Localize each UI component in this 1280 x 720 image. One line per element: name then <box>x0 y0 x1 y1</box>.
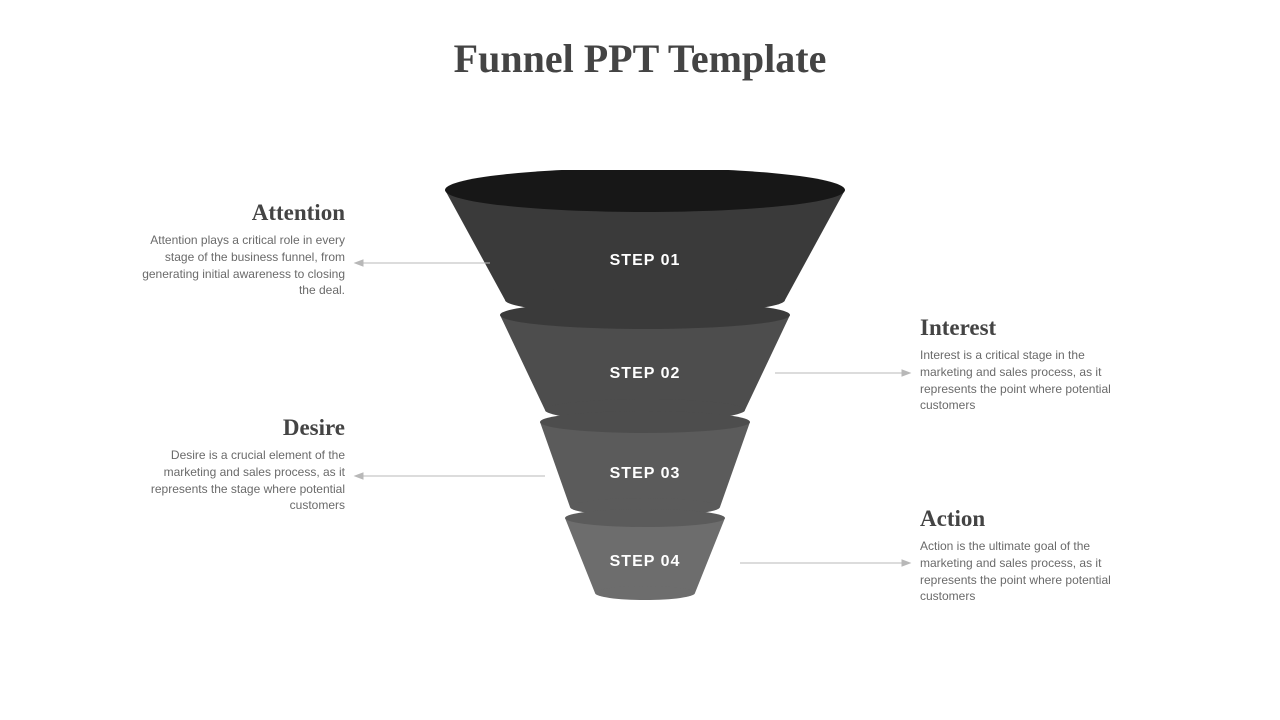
connector-1 <box>355 258 490 268</box>
callout-interest: Interest Interest is a critical stage in… <box>920 315 1130 414</box>
funnel-step-4 <box>565 509 725 600</box>
callout-desire: Desire Desire is a crucial element of th… <box>135 415 345 514</box>
page-title: Funnel PPT Template <box>0 35 1280 82</box>
funnel-step-3 <box>540 411 750 516</box>
callout-body: Interest is a critical stage in the mark… <box>920 347 1130 414</box>
funnel-step-1 <box>445 170 845 314</box>
funnel-diagram <box>445 170 845 650</box>
connector-3 <box>355 471 545 481</box>
funnel-step-2 <box>500 301 790 421</box>
callout-body: Attention plays a critical role in every… <box>135 232 345 299</box>
callout-body: Action is the ultimate goal of the marke… <box>920 538 1130 605</box>
callout-body: Desire is a crucial element of the marke… <box>135 447 345 514</box>
callout-title: Attention <box>135 200 345 226</box>
callout-title: Interest <box>920 315 1130 341</box>
connector-2 <box>775 368 910 378</box>
callout-action: Action Action is the ultimate goal of th… <box>920 506 1130 605</box>
callout-attention: Attention Attention plays a critical rol… <box>135 200 345 299</box>
callout-title: Action <box>920 506 1130 532</box>
callout-title: Desire <box>135 415 345 441</box>
connector-4 <box>740 558 910 568</box>
